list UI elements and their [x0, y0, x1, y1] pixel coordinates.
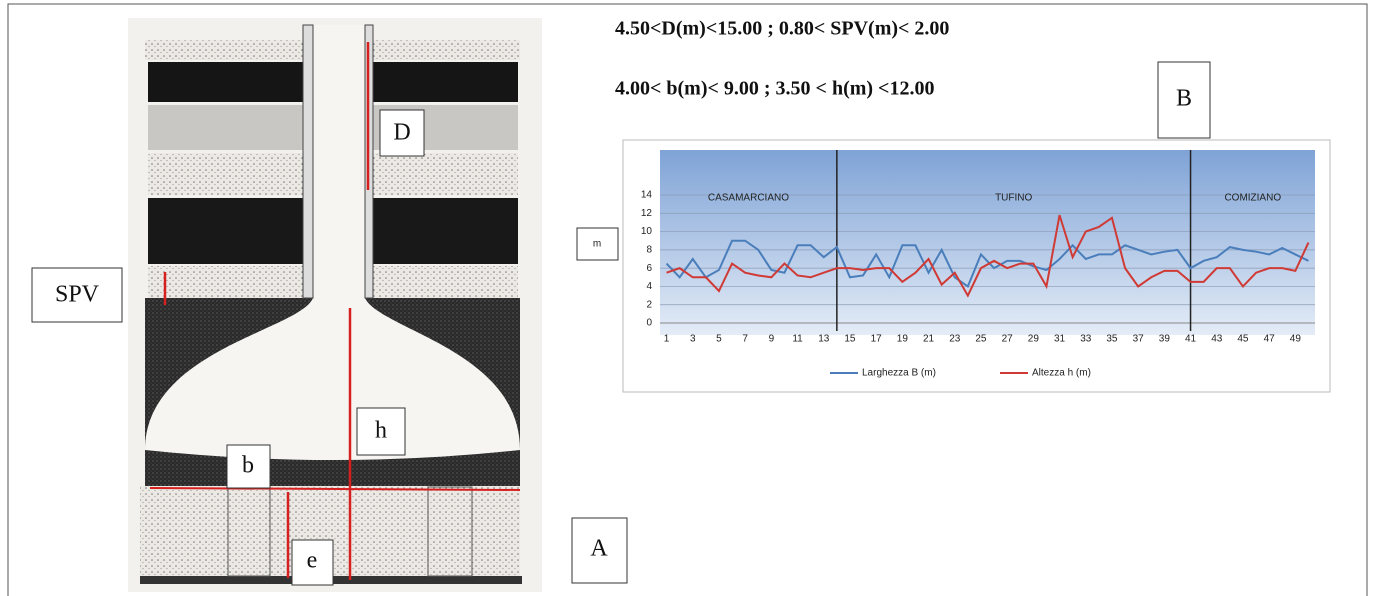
- x-tick-label: 17: [871, 334, 883, 345]
- label: b: [242, 453, 254, 479]
- x-tick-label: 23: [949, 334, 961, 345]
- x-tick-label: 45: [1237, 334, 1249, 345]
- x-tick-label: 27: [1002, 334, 1014, 345]
- label-box: [31, 267, 123, 323]
- y-tick-label: 10: [641, 226, 653, 237]
- x-tick-label: 31: [1054, 334, 1066, 345]
- region-label: COMIZIANO: [1224, 193, 1281, 204]
- x-tick-label: 19: [897, 334, 909, 345]
- label: SPV: [55, 282, 100, 308]
- constraint: 4.50<D(m)<15.00 ; 0.80< SPV(m)< 2.00: [615, 18, 949, 40]
- x-tick-label: 37: [1133, 334, 1145, 345]
- region-label: CASAMARCIANO: [708, 193, 789, 204]
- label: A: [590, 536, 608, 562]
- legend-label: Altezza h (m): [1032, 368, 1091, 379]
- plot-background: [660, 150, 1315, 335]
- x-tick-label: 41: [1185, 334, 1197, 345]
- x-tick-label: 43: [1211, 334, 1223, 345]
- x-tick-label: 47: [1264, 334, 1276, 345]
- y-axis-label: m: [593, 239, 601, 250]
- x-tick-label: 7: [742, 334, 748, 345]
- x-tick-label: 25: [975, 334, 987, 345]
- x-tick-label: 3: [690, 334, 696, 345]
- y-tick-label: 14: [641, 190, 653, 201]
- x-tick-label: 49: [1290, 334, 1302, 345]
- x-tick-label: 11: [792, 334, 803, 345]
- label: B: [1176, 86, 1192, 112]
- label: h: [375, 418, 387, 444]
- label-box: [1157, 61, 1211, 139]
- y-tick-label: 2: [646, 299, 652, 310]
- legend-label: Larghezza B (m): [862, 368, 936, 379]
- series-line: [666, 214, 1310, 298]
- x-tick-label: 9: [769, 334, 775, 345]
- label: D: [393, 120, 410, 146]
- x-tick-label: 21: [923, 334, 935, 345]
- section-drawing: [128, 18, 542, 592]
- x-tick-label: 13: [818, 334, 830, 345]
- y-tick-label: 6: [646, 263, 652, 274]
- y-label-box: [576, 227, 619, 261]
- x-tick-label: 5: [716, 334, 722, 345]
- x-tick-label: 39: [1159, 334, 1171, 345]
- x-tick-label: 1: [664, 334, 670, 345]
- outer-frame: [7, 3, 1368, 596]
- constraint: 4.00< b(m)< 9.00 ; 3.50 < h(m) <12.00: [615, 78, 934, 100]
- label: e: [307, 548, 318, 574]
- label-box: [226, 444, 271, 489]
- y-tick-label: 4: [646, 281, 652, 292]
- x-tick-label: 33: [1080, 334, 1092, 345]
- label-box: [571, 517, 628, 584]
- region-label: TUFINO: [995, 193, 1032, 204]
- x-tick-label: 29: [1028, 334, 1040, 345]
- y-tick-label: 0: [646, 318, 652, 329]
- label-box: [379, 109, 425, 157]
- x-tick-label: 15: [844, 334, 856, 345]
- y-tick-label: 8: [646, 244, 652, 255]
- series-line: [665, 239, 1309, 288]
- y-tick-label: 12: [641, 208, 653, 219]
- label-box: [291, 539, 334, 586]
- label-box: [356, 407, 406, 456]
- x-tick-label: 35: [1106, 334, 1118, 345]
